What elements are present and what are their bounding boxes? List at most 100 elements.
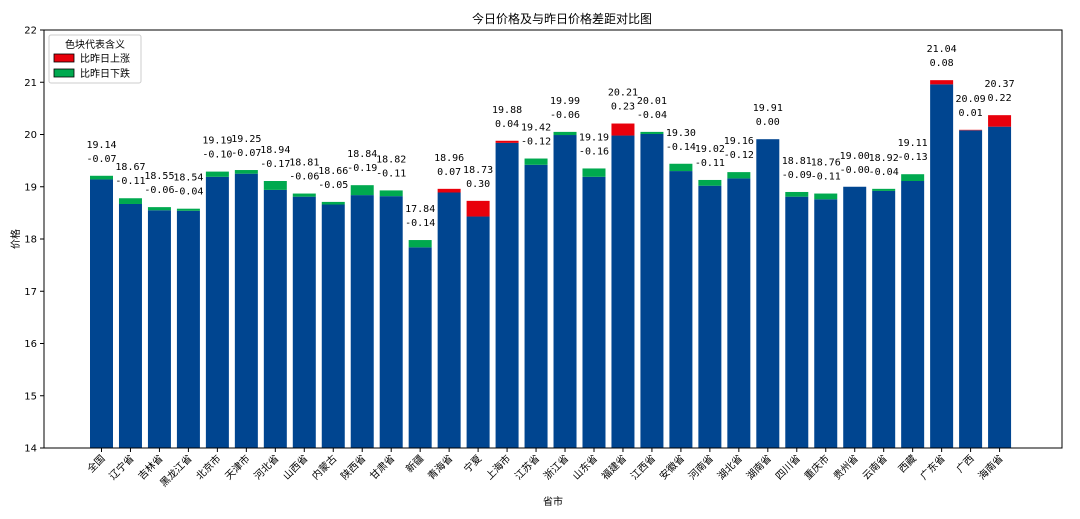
bar-base [495, 142, 519, 449]
value-label: 19.14 [86, 140, 116, 151]
x-tick-label: 北京市 [193, 452, 223, 482]
bar-base [843, 186, 867, 448]
legend: 色块代表含义 比昨日上涨 比昨日下跌 [48, 34, 142, 84]
change-label: -0.06 [289, 172, 319, 183]
value-label: 19.25 [231, 134, 261, 145]
change-label: -0.10 [202, 150, 232, 161]
x-tick-label: 山东省 [570, 452, 600, 482]
change-label: -0.11 [811, 172, 841, 183]
bar-base [930, 84, 954, 448]
value-label: 19.11 [898, 138, 928, 149]
change-label: -0.04 [173, 187, 203, 198]
x-tick-label: 内蒙古 [309, 452, 339, 482]
bar-base [669, 171, 693, 448]
change-label: 0.00 [756, 117, 780, 128]
change-label: -0.04 [637, 110, 667, 121]
value-label: 19.19 [202, 136, 232, 147]
bar-segment-down [553, 131, 577, 136]
bar-segment-down [90, 175, 113, 180]
value-label: 18.81 [289, 158, 319, 169]
annotations-group: 19.14-0.0718.67-0.1118.55-0.0618.54-0.04… [86, 44, 1014, 229]
change-label: -0.06 [550, 110, 580, 121]
bar-base [814, 199, 838, 448]
x-tick-label: 安徽省 [657, 452, 687, 482]
value-label: 18.76 [811, 158, 841, 169]
change-label: -0.17 [260, 159, 290, 170]
x-tick-label: 浙江省 [541, 452, 571, 482]
change-label: -0.05 [318, 180, 348, 191]
value-label: 18.82 [376, 154, 406, 165]
value-label: 19.42 [521, 123, 551, 134]
bar-segment-up [466, 200, 490, 217]
bar-base [176, 210, 200, 448]
x-tick-label: 湖南省 [744, 452, 774, 482]
bar-segment-down [379, 190, 403, 197]
bar-segment-down [118, 198, 142, 204]
legend-label-down: 比昨日下跌 [80, 67, 130, 80]
x-tick-label: 河南省 [686, 452, 716, 482]
value-label: 18.92 [869, 153, 899, 164]
bar-base [437, 192, 461, 448]
bar-segment-down [408, 240, 432, 248]
value-label: 18.96 [434, 153, 464, 164]
x-tick-label: 甘肃省 [367, 452, 397, 482]
y-tick-label: 18 [24, 235, 37, 246]
bar-segment-down [640, 131, 664, 134]
x-tick-label: 新疆 [403, 452, 426, 475]
bar-segment-up [611, 123, 635, 136]
bar-base [118, 203, 142, 448]
legend-title: 色块代表含义 [65, 38, 125, 51]
bar-segment-down [872, 188, 896, 191]
bar-segment-up [437, 188, 461, 193]
bar-segment-down [524, 158, 548, 165]
bar-segment-up [930, 80, 954, 85]
bar-segment-down [234, 170, 258, 174]
x-tick-label: 上海市 [483, 452, 513, 482]
bar-base [524, 164, 548, 448]
value-label: 20.01 [637, 96, 667, 107]
bar-segment-down [814, 193, 838, 200]
y-tick-label: 22 [24, 26, 37, 37]
bar-segment-up [495, 140, 519, 143]
x-tick-label: 云南省 [859, 452, 889, 482]
x-tick-label: 重庆市 [801, 452, 831, 482]
change-label: -0.09 [782, 170, 812, 181]
bar-base [408, 247, 432, 448]
bar-segment-down [321, 201, 345, 205]
x-tick-label: 四川省 [772, 452, 802, 482]
y-tick-label: 16 [24, 339, 37, 350]
value-label: 18.94 [260, 145, 290, 156]
value-label: 18.81 [782, 156, 812, 167]
bar-segment-down [785, 191, 809, 197]
change-label: -0.12 [521, 137, 551, 148]
bar-base [234, 173, 258, 448]
y-tick-label: 20 [24, 130, 37, 141]
bar-segment-down [350, 185, 374, 196]
bar-base [350, 195, 374, 448]
value-label: 19.00 [840, 151, 870, 162]
change-label: -0.11 [695, 158, 725, 169]
bar-segment-down [205, 171, 229, 177]
x-tick-label: 湖北省 [715, 452, 745, 482]
bar-base [756, 139, 780, 448]
bar-segment-down [698, 179, 722, 186]
value-label: 17.84 [405, 204, 435, 215]
change-label: -0.16 [579, 146, 609, 157]
change-label: -0.13 [898, 152, 928, 163]
value-label: 20.37 [985, 79, 1015, 90]
x-tick-label: 陕西省 [338, 452, 368, 482]
y-tick-label: 17 [24, 287, 37, 298]
chart-title: 今日价格及与昨日价格差距对比图 [472, 11, 652, 26]
bar-base [147, 210, 171, 448]
value-label: 19.88 [492, 105, 522, 116]
bars-group [90, 80, 1012, 449]
bar-base [205, 176, 229, 448]
bar-base [785, 196, 809, 448]
bar-segment-down [582, 168, 606, 177]
change-label: 0.07 [437, 167, 461, 178]
bar-segment-down [147, 207, 171, 211]
bar-base [582, 176, 606, 448]
x-tick-label: 海南省 [975, 452, 1005, 482]
value-label: 20.09 [956, 94, 986, 105]
bar-base [727, 178, 751, 448]
